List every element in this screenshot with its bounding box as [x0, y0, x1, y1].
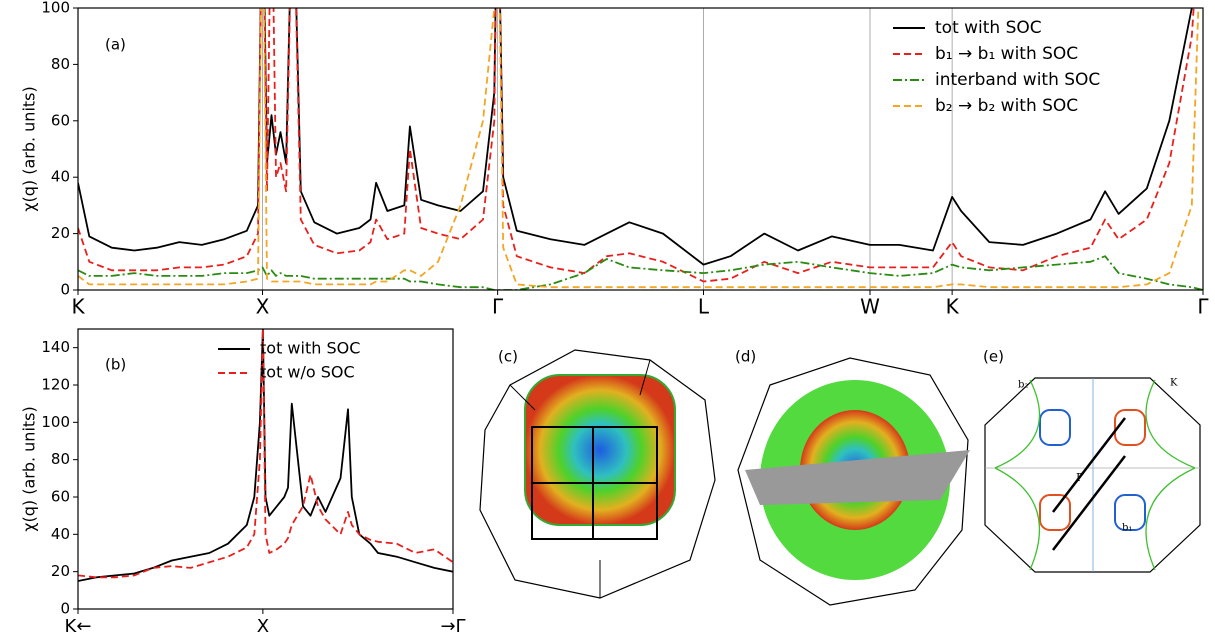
panel-label: (d): [735, 348, 756, 366]
y-tick-label: 0: [60, 600, 70, 618]
annotation: b₁: [1122, 523, 1132, 534]
y-tick-label: 60: [51, 488, 70, 506]
x-tick-label: X: [257, 616, 269, 637]
y-tick-label: 40: [51, 525, 70, 543]
y-tick-label: 100: [41, 413, 70, 431]
y-tick-label: 60: [51, 111, 70, 129]
panel-label: (a): [105, 36, 126, 54]
panel-label: (e): [983, 348, 1004, 366]
fermi-contour-e: (e) b₂ K Γ b₁: [983, 348, 1201, 573]
x-tick-label: K: [946, 295, 960, 319]
legend-label: tot w/o SOC: [260, 363, 355, 382]
x-tick-label: W: [860, 295, 880, 319]
x-tick-label: K←: [65, 616, 92, 637]
y-tick-label: 80: [51, 450, 70, 468]
fermi-surface-c: (c): [479, 348, 716, 599]
legend-label: interband with SOC: [935, 70, 1100, 90]
y-tick-label: 100: [41, 0, 70, 17]
series-line: [78, 8, 1195, 283]
series-line: [78, 255, 1203, 290]
series-line: [78, 8, 1200, 289]
panel-label: (c): [498, 348, 518, 366]
plot-frame: [77, 328, 454, 610]
y-tick-label: 20: [51, 562, 70, 580]
plot-area: [78, 329, 453, 582]
y-tick-label: 20: [51, 224, 70, 242]
y-axis-label: χ(q) (arb. units): [20, 86, 39, 212]
panel-label: (b): [105, 356, 126, 374]
y-tick-label: 80: [51, 55, 70, 73]
series-line: [78, 329, 453, 579]
plot-frame: [77, 7, 1204, 291]
annotation: K: [1170, 378, 1178, 389]
y-tick-label: 120: [41, 376, 70, 394]
series-line: [78, 8, 1193, 266]
legend-label: b₁ → b₁ with SOC: [935, 44, 1078, 64]
x-tick-label: K: [71, 295, 85, 319]
y-tick-label: 40: [51, 168, 70, 186]
x-tick-label: Γ: [492, 295, 504, 319]
plot-area: [78, 8, 1203, 290]
fermi-surface-d: (d): [735, 348, 970, 606]
x-tick-label: X: [256, 295, 270, 319]
y-tick-label: 0: [60, 281, 70, 299]
x-tick-label: L: [698, 295, 710, 319]
legend-label: b₂ → b₂ with SOC: [935, 96, 1078, 116]
annotation: b₂: [1018, 380, 1028, 391]
legend-label: tot with SOC: [935, 18, 1042, 38]
y-axis-label: χ(q) (arb. units): [20, 406, 39, 532]
x-tick-label: →Γ: [440, 616, 465, 637]
series-line: [78, 329, 453, 582]
legend-label: tot with SOC: [260, 339, 360, 358]
annotation: Γ: [1076, 471, 1084, 484]
y-tick-label: 140: [41, 338, 70, 356]
x-tick-label: Γ: [1197, 295, 1209, 319]
